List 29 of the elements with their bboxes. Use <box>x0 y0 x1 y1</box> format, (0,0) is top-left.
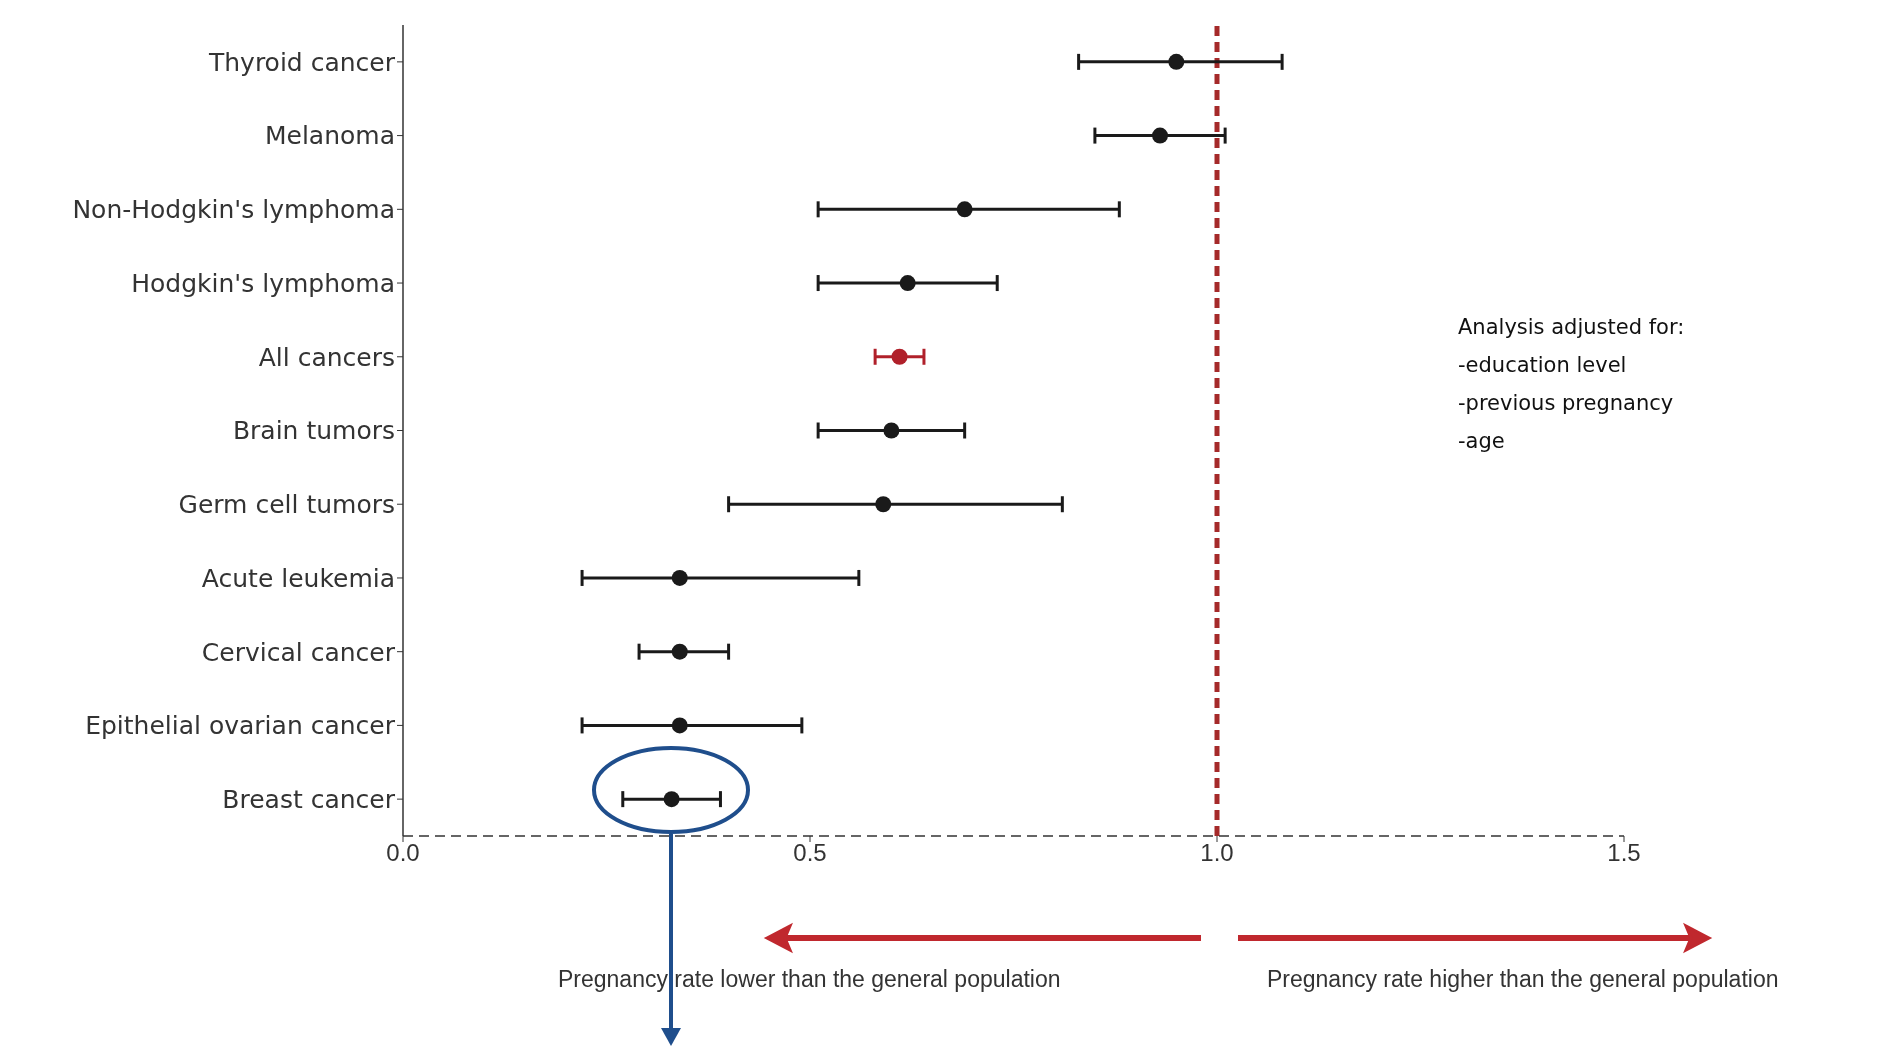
text: Pregnancy rate higher than the general population <box>1267 966 1779 993</box>
y-tick-label: Thyroid cancer <box>207 47 396 77</box>
text: Pregnancy rate lower than the general population <box>558 966 1061 993</box>
point <box>956 201 973 218</box>
y-tick-label: Hodgkin's lymphoma <box>131 268 395 298</box>
point <box>663 791 680 808</box>
point <box>671 717 688 734</box>
y-tick-label: Epithelial ovarian cancer <box>85 711 396 741</box>
x-tick-label: 0.0 <box>386 839 420 867</box>
point <box>1168 53 1185 70</box>
annotation: Analysis adjusted for: -education level -previous pregnancy -age <box>1458 314 1685 455</box>
y-tick-label: Brain tumors <box>232 416 395 446</box>
point <box>671 643 688 660</box>
y-tick-label: Non-Hodgkin's lymphoma <box>72 195 395 225</box>
y-tick-label: Acute leukemia <box>201 563 395 593</box>
y-tick-label: Germ cell tumors <box>178 490 395 520</box>
x-tick-label: 1.5 <box>1607 839 1641 867</box>
point <box>671 569 688 586</box>
point <box>883 422 900 439</box>
y-tick-label: Melanoma <box>264 121 395 151</box>
point <box>875 496 892 513</box>
point <box>899 275 916 292</box>
y-tick-label: Cervical cancer <box>201 637 396 667</box>
point <box>891 348 908 365</box>
x-tick-label: 0.5 <box>793 839 827 867</box>
y-tick-label: Breast cancer <box>222 785 396 815</box>
y-tick-label: All cancers <box>258 342 395 372</box>
point <box>1152 127 1169 144</box>
x-tick-label: 1.0 <box>1200 839 1234 867</box>
